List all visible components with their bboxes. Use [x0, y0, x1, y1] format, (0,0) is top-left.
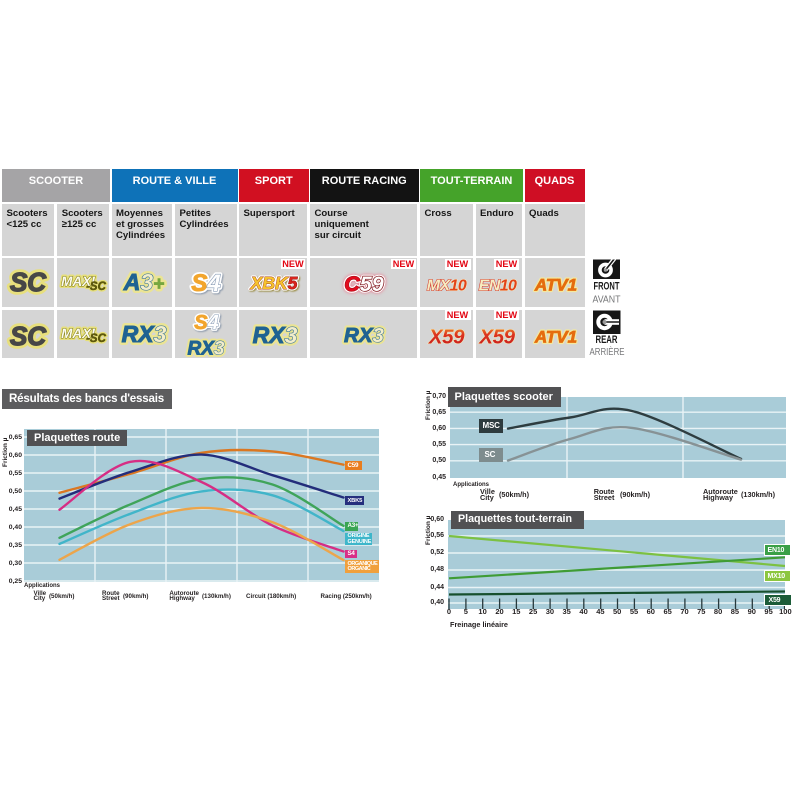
svg-text:FRONT: FRONT [594, 281, 620, 293]
svg-text:MAXI: MAXI [61, 326, 95, 341]
svg-text:ATV1: ATV1 [534, 328, 577, 347]
svg-text:AVANT: AVANT [593, 295, 621, 306]
svg-text:-SC: -SC [86, 333, 107, 345]
svg-text:A3+: A3+ [123, 269, 165, 295]
svg-text:SC: SC [10, 267, 47, 297]
svg-text:C59: C59 [344, 272, 383, 296]
svg-text:RX3: RX3 [188, 339, 225, 360]
svg-text:X59: X59 [478, 326, 515, 349]
svg-text:S4: S4 [194, 312, 218, 334]
svg-text:SC: SC [10, 321, 47, 351]
svg-text:S4: S4 [191, 270, 220, 297]
svg-text:MX10: MX10 [427, 278, 467, 295]
svg-text:ATV1: ATV1 [534, 276, 577, 295]
svg-text:REAR: REAR [596, 334, 618, 346]
svg-text:MAXI: MAXI [61, 274, 95, 289]
svg-text:RX3: RX3 [188, 339, 225, 360]
svg-text:RX3: RX3 [253, 322, 298, 348]
svg-text:MAXI: MAXI [61, 326, 95, 341]
svg-text:-SC: -SC [86, 333, 107, 345]
svg-text:S4: S4 [194, 312, 218, 334]
svg-text:MAXI: MAXI [61, 274, 95, 289]
svg-text:-SC: -SC [86, 281, 107, 293]
svg-text:S4: S4 [191, 270, 220, 297]
svg-text:RX3: RX3 [122, 321, 167, 347]
svg-text:SC: SC [10, 267, 47, 297]
svg-text:C59: C59 [344, 272, 383, 296]
svg-text:XBK5: XBK5 [250, 273, 298, 293]
svg-text:RX3: RX3 [344, 324, 384, 347]
svg-text:EN10: EN10 [479, 278, 517, 295]
svg-text:SC: SC [10, 321, 47, 351]
svg-text:RX3: RX3 [344, 324, 384, 347]
svg-text:RX3: RX3 [122, 321, 167, 347]
svg-text:ATV1: ATV1 [534, 328, 577, 347]
svg-text:-SC: -SC [86, 281, 107, 293]
svg-text:XBK5: XBK5 [250, 273, 298, 293]
svg-text:ARRIÈRE: ARRIÈRE [590, 345, 625, 358]
svg-text:X59: X59 [428, 326, 465, 349]
svg-text:ATV1: ATV1 [534, 276, 577, 295]
svg-text:RX3: RX3 [253, 322, 298, 348]
